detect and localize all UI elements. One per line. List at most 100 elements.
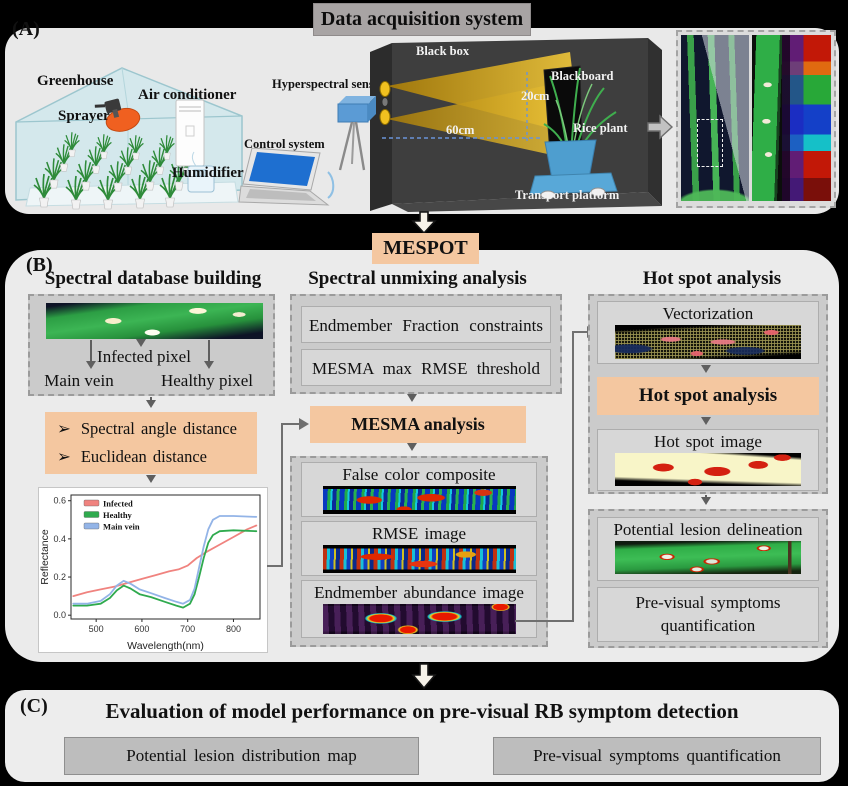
mesma-analysis-box: MESMA analysis <box>310 406 526 443</box>
hyperspectral-sensor-label: Hyperspectral sensor <box>272 77 386 91</box>
leaf-sample-image <box>46 303 263 339</box>
black-box-illustration <box>337 38 662 212</box>
flow-arrow <box>701 495 711 505</box>
black-box-label: Black box <box>416 44 470 58</box>
sprayer-unit <box>94 98 141 132</box>
unmixing-column-title: Spectral unmixing analysis <box>308 268 527 289</box>
svg-text:600: 600 <box>134 624 149 634</box>
greenhouse-label: Greenhouse <box>37 73 114 89</box>
arrow-to-infected-pixel <box>136 339 146 347</box>
false-color-image <box>322 486 516 514</box>
healthy-pixel-label: Healthy pixel <box>160 371 254 390</box>
threshold-box: MESMA max RMSE threshold <box>301 349 551 386</box>
distance-item: ➢ Euclidean distance <box>57 447 207 467</box>
delineation-label: Potential lesion delineation <box>613 520 803 539</box>
humidifier-label: Humidifier <box>172 165 244 181</box>
lesion-map-box: Potential lesion distribution map <box>64 737 419 775</box>
svg-text:500: 500 <box>89 624 104 634</box>
right-arrow-icon <box>647 114 674 140</box>
abundance-image <box>322 604 516 634</box>
board-height-label: 20cm <box>521 89 550 103</box>
abundance-box: Endmember abundance image <box>301 580 537 638</box>
blackboard-label: Blackboard <box>551 69 614 83</box>
distance-item: ➢ Spectral angle distance <box>57 419 237 439</box>
section-c-label: (C) <box>20 695 48 717</box>
reflectance-chart-svg: 0.0 0.2 0.4 0.6 500 600 700 800 Wavelength(nm) Re… <box>39 494 261 652</box>
svg-text:700: 700 <box>180 624 195 634</box>
transport-platform-label: Transport platform <box>515 188 620 202</box>
rainbow-cube-image <box>782 35 831 201</box>
svg-text:800: 800 <box>226 624 241 634</box>
connector-chart-to-mesma <box>281 423 300 425</box>
false-color-label: False color composite <box>342 465 496 484</box>
flow-arrow <box>407 394 417 402</box>
section-b-label: (B) <box>26 254 53 276</box>
arrow-to-main-vein <box>86 340 96 369</box>
svg-text:0.0: 0.0 <box>53 610 66 620</box>
flow-arrow <box>146 397 156 408</box>
distance-item-label: Spectral angle distance <box>80 419 237 439</box>
flow-arrow <box>701 417 711 425</box>
sample-image-panel <box>676 30 836 208</box>
sprayer-label: Sprayer <box>58 108 110 124</box>
section-a-title: Data acquisition system <box>313 3 531 36</box>
hotspot-image-label: Hot spot image <box>654 432 762 451</box>
distance-label: 60cm <box>446 123 475 137</box>
hyperspectral-cube-image <box>752 35 831 201</box>
svg-text:Reflectance: Reflectance <box>39 529 51 585</box>
vectorization-box: Vectorization <box>597 301 819 364</box>
connector-abundance-to-vectorization <box>572 331 588 333</box>
flow-arrow <box>407 443 417 451</box>
rice-plant-label: Rice plant <box>573 121 628 135</box>
bullet-icon: ➢ <box>57 446 71 466</box>
constraint-box: Endmember Fraction constraints <box>301 306 551 343</box>
humidifier-unit <box>187 151 215 193</box>
delineation-box: Potential lesion delineation <box>597 517 819 581</box>
svg-text:Healthy: Healthy <box>103 510 133 520</box>
infected-pixel-label: Infected pixel <box>97 347 191 366</box>
svg-text:Main vein: Main vein <box>103 522 140 532</box>
section-c-title: Evaluation of model performance on pre-v… <box>105 699 739 723</box>
rmse-image <box>322 545 516 573</box>
flow-arrow <box>146 475 156 483</box>
abundance-label: Endmember abundance image <box>314 583 524 602</box>
threshold-label: MESMA max RMSE threshold <box>312 358 540 378</box>
database-column-title: Spectral database building <box>44 268 262 289</box>
reflectance-chart: 0.0 0.2 0.4 0.6 500 600 700 800 Wavelength(nm) Re… <box>38 487 268 653</box>
greenhouse-illustration <box>15 67 243 210</box>
svg-text:0.4: 0.4 <box>53 534 66 544</box>
symptom-quantification-box: Pre-visual symptoms quantification <box>493 737 821 775</box>
connector-abundance-to-vectorization <box>515 620 574 622</box>
vectorization-image <box>615 325 801 359</box>
rmse-box: RMSE image <box>301 521 537 576</box>
distance-methods-box: ➢ Spectral angle distance ➢ Euclidean di… <box>45 412 257 474</box>
hotspot-image <box>615 453 801 486</box>
bullet-icon: ➢ <box>57 419 71 439</box>
flow-arrow-down <box>411 663 437 689</box>
svg-text:Infected: Infected <box>103 499 133 509</box>
rmse-label: RMSE image <box>371 524 467 543</box>
leaf-strip-image <box>752 35 782 201</box>
distance-item-label: Euclidean distance <box>80 446 207 466</box>
hotspot-analysis-box: Hot spot analysis <box>597 377 819 415</box>
svg-text:0.2: 0.2 <box>53 572 66 582</box>
connector-arrowhead <box>299 418 315 430</box>
connector-chart-to-mesma <box>267 565 283 567</box>
arrow-to-healthy-pixel <box>204 340 214 369</box>
quantification-label: Pre-visual symptoms quantification <box>635 592 781 635</box>
hotspot-column-title: Hot spot analysis <box>642 268 782 289</box>
quantification-box: Pre-visual symptoms quantification <box>597 587 819 642</box>
control-system-label: Control system <box>244 137 325 151</box>
svg-text:0.6: 0.6 <box>53 496 66 506</box>
flow-arrow <box>701 365 711 373</box>
air-conditioner-unit <box>175 99 205 167</box>
delineation-image <box>615 541 801 574</box>
laptop-illustration <box>238 148 335 206</box>
hotspot-image-box: Hot spot image <box>597 429 819 491</box>
connector-chart-to-mesma <box>281 424 283 567</box>
connector-abundance-to-vectorization <box>572 332 574 622</box>
flow-arrow-down <box>411 211 437 234</box>
vectorization-label: Vectorization <box>662 304 754 323</box>
selection-dashed-box <box>697 119 723 167</box>
